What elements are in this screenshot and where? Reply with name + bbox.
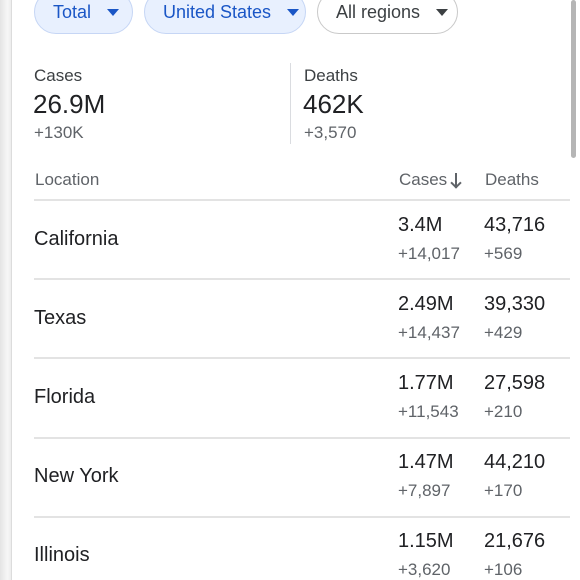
table-divider bbox=[34, 199, 570, 201]
row-cases: 1.47M bbox=[398, 451, 454, 473]
row-deaths-delta: +170 bbox=[484, 481, 523, 500]
row-cases-delta: +7,897 bbox=[398, 481, 451, 500]
filter-chip-label: United States bbox=[163, 1, 272, 22]
row-deaths: 39,330 bbox=[484, 293, 546, 315]
summary-cases-value: 26.9M bbox=[33, 89, 106, 119]
row-cases: 1.15M bbox=[398, 530, 454, 552]
summary-cases-delta: +130K bbox=[34, 123, 84, 142]
summary-deaths-delta: +3,570 bbox=[304, 123, 357, 142]
caret-down-icon bbox=[107, 9, 120, 16]
summary-deaths-value: 462K bbox=[303, 89, 364, 119]
row-location[interactable]: California bbox=[34, 228, 119, 250]
panel-border bbox=[11, 0, 12, 580]
filter-chip-country[interactable]: United States bbox=[144, 0, 306, 34]
arrow-down-icon bbox=[451, 172, 461, 188]
row-cases: 2.49M bbox=[398, 293, 454, 315]
filter-chip-label: All regions bbox=[336, 1, 421, 22]
filter-chip-total[interactable]: Total bbox=[34, 0, 133, 34]
page-edge bbox=[0, 0, 11, 580]
row-deaths-delta: +210 bbox=[484, 402, 523, 421]
column-header-cases[interactable]: Cases bbox=[399, 170, 461, 190]
row-location[interactable]: New York bbox=[34, 465, 119, 487]
caret-down-icon bbox=[287, 9, 300, 16]
table-divider bbox=[34, 516, 570, 518]
table-divider bbox=[34, 357, 570, 359]
row-location[interactable]: Florida bbox=[34, 386, 96, 408]
summary-cases-label: Cases bbox=[34, 66, 83, 85]
column-header-location[interactable]: Location bbox=[35, 170, 99, 190]
column-header-deaths[interactable]: Deaths bbox=[485, 170, 539, 190]
row-deaths-delta: +429 bbox=[484, 323, 523, 342]
row-deaths: 43,716 bbox=[484, 214, 546, 236]
row-deaths-delta: +106 bbox=[484, 560, 523, 579]
summary-deaths-label: Deaths bbox=[304, 66, 358, 85]
row-cases-delta: +3,620 bbox=[398, 560, 451, 579]
row-deaths-delta: +569 bbox=[484, 244, 523, 263]
column-header-label: Cases bbox=[399, 170, 448, 189]
row-location[interactable]: Illinois bbox=[34, 544, 90, 566]
scrollbar-thumb[interactable] bbox=[571, 0, 576, 158]
row-cases: 3.4M bbox=[398, 214, 443, 236]
table-divider bbox=[34, 437, 570, 439]
row-deaths: 27,598 bbox=[484, 372, 546, 394]
column-header-label: Location bbox=[35, 170, 100, 189]
filter-chip-regions[interactable]: All regions bbox=[317, 0, 458, 34]
row-deaths: 44,210 bbox=[484, 451, 546, 473]
row-deaths: 21,676 bbox=[484, 530, 546, 552]
table-divider bbox=[34, 278, 570, 280]
row-cases-delta: +14,017 bbox=[398, 244, 460, 263]
row-cases-delta: +14,437 bbox=[398, 323, 460, 342]
summary-divider bbox=[290, 63, 291, 144]
row-cases: 1.77M bbox=[398, 372, 454, 394]
row-cases-delta: +11,543 bbox=[398, 402, 459, 421]
caret-down-icon bbox=[436, 9, 449, 16]
filter-chip-label: Total bbox=[53, 1, 92, 22]
row-location[interactable]: Texas bbox=[34, 307, 87, 329]
column-header-label: Deaths bbox=[485, 170, 539, 189]
